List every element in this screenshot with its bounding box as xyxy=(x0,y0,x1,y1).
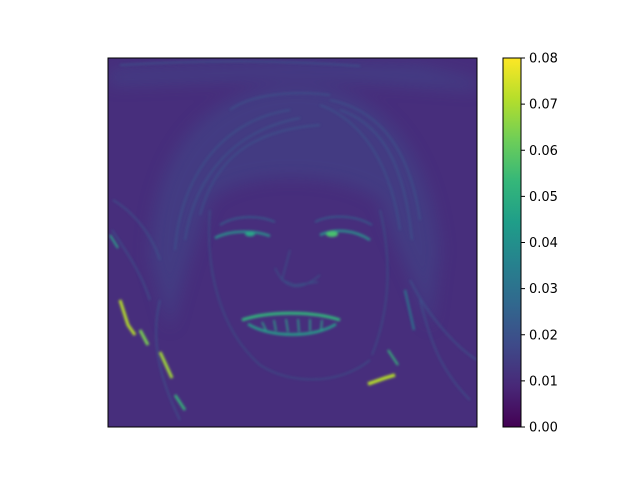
colorbar-tick-label: 0.08 xyxy=(529,52,558,67)
colorbar-fill xyxy=(503,58,521,427)
colorbar-tick-label: 0.03 xyxy=(529,282,558,297)
colorbar-tick-label: 0.07 xyxy=(529,98,558,113)
colorbar-tick-label: 0.05 xyxy=(529,190,558,205)
heatmap-image xyxy=(108,58,477,427)
hair-region xyxy=(110,62,477,330)
colorbar-tick-label: 0.01 xyxy=(529,374,558,389)
colorbar-tick-label: 0.00 xyxy=(529,421,558,436)
colorbar-tick-label: 0.02 xyxy=(529,328,558,343)
colorbar-tick-label: 0.04 xyxy=(529,236,558,251)
eye-edges xyxy=(214,216,373,242)
axes-frame xyxy=(107,57,478,428)
colorbar-tick-label: 0.06 xyxy=(529,144,558,159)
face-edges xyxy=(208,209,389,380)
mouth-edges xyxy=(241,311,341,336)
hair-strands xyxy=(111,60,477,421)
bright-highlights xyxy=(109,234,415,411)
colorbar-ticks: 0.00 0.01 0.02 0.03 0.04 0.05 0.06 0.07 0.08 xyxy=(521,52,558,436)
colorbar: 0.00 0.01 0.02 0.03 0.04 0.05 0.06 0.07 0.08 xyxy=(502,52,558,436)
